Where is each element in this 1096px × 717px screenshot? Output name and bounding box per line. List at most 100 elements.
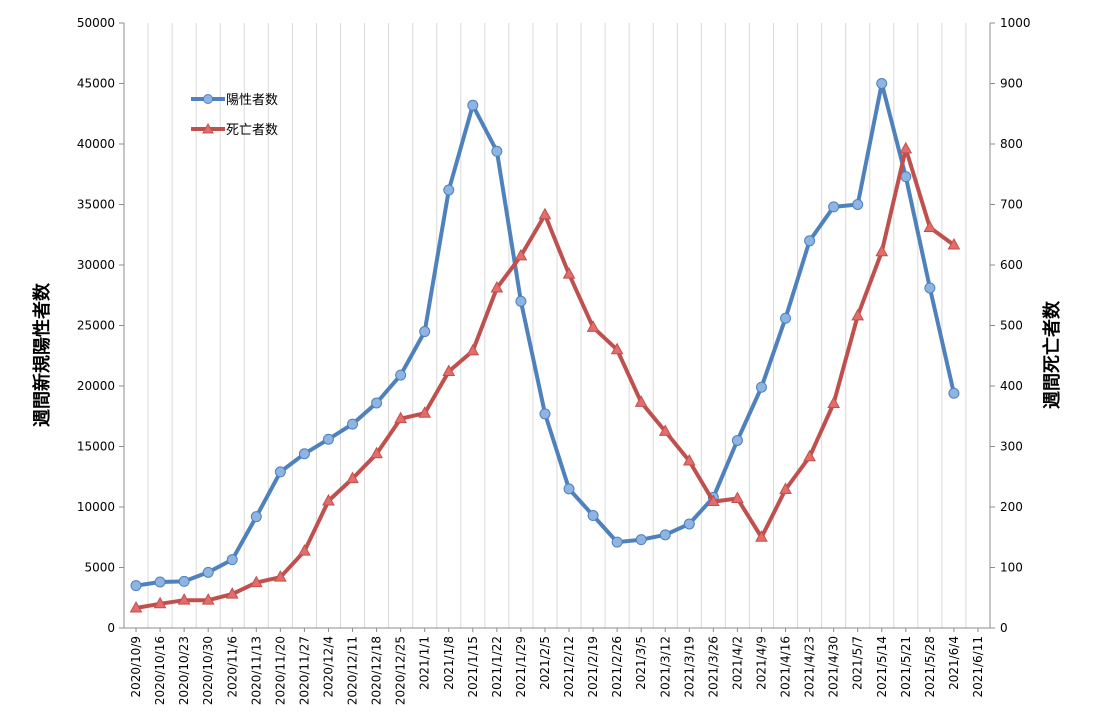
data-point-deaths [682,453,696,466]
data-point-deaths [923,220,937,232]
legend-marker-deaths [202,122,214,134]
data-point-positive [515,295,527,307]
x-tick-label: 2020/12/25 [394,636,408,705]
x-tick-label: 2020/12/18 [370,636,384,705]
left-y-tick-label: 45000 [77,77,115,91]
data-point-positive [371,397,383,409]
data-point-deaths [153,596,167,609]
data-point-positive [852,199,864,210]
data-point-deaths [490,280,504,293]
right-y-tick-label: 400 [1000,379,1023,393]
x-tick-labels: 2020/10/9 2020/10/16 2020/10/23 2020/10/30 2… [129,628,985,705]
x-tick-label: 2020/11/20 [273,636,287,705]
x-tick-label: 2020/12/11 [346,636,360,705]
data-point-positive [395,369,407,381]
data-point-deaths [346,471,359,484]
data-point-positive [635,534,647,546]
data-point-positive [948,387,960,399]
data-point-deaths [803,449,816,462]
x-tick-label: 2021/3/5 [634,636,648,690]
legend: 陽性者数 死亡者数 [191,93,278,138]
x-tick-label: 2020/11/13 [249,636,263,705]
right-y-tick-label: 900 [1000,77,1023,91]
data-point-deaths [298,544,311,556]
data-point-positive [202,566,214,578]
x-tick-label: 2021/2/12 [562,636,576,698]
x-tick-label: 2021/1/22 [490,636,504,698]
data-point-deaths [634,395,648,407]
right-y-tick-label: 300 [1000,440,1023,454]
data-point-positive [274,466,286,478]
x-tick-label: 2021/1/8 [442,636,456,690]
x-tick-label: 2021/3/12 [658,636,672,698]
data-point-positive [419,326,431,338]
series-deaths [129,141,961,613]
data-point-positive [804,235,816,247]
data-point-positive [563,483,575,495]
legend-item-deaths: 死亡者数 [191,122,278,138]
left-y-tick-label: 15000 [77,440,115,454]
data-point-positive [659,529,671,541]
legend-label-deaths: 死亡者数 [226,123,278,138]
data-point-positive [780,312,792,324]
data-point-positive [178,575,190,587]
x-tick-label: 2021/4/9 [754,636,768,690]
data-point-deaths [731,491,744,504]
data-point-positive [322,433,334,445]
data-point-deaths [418,406,432,418]
x-tick-label: 2021/4/23 [803,636,817,698]
x-tick-label: 2021/1/15 [466,636,480,698]
data-point-positive [443,184,455,196]
data-point-deaths [779,482,792,494]
series [129,78,961,613]
data-point-deaths [947,237,961,250]
legend-marker-positive [203,94,213,104]
right-y-tick-label: 700 [1000,198,1023,212]
x-tick-label: 2020/10/9 [129,636,143,698]
data-point-positive [828,201,840,213]
x-tick-label: 2020/10/30 [201,636,215,705]
x-tick-label: 2021/5/7 [851,636,865,690]
x-tick-label: 2021/5/14 [875,636,889,698]
data-point-deaths [129,600,143,613]
data-point-positive [731,434,743,446]
data-point-positive [298,448,310,460]
x-tick-label: 2021/6/4 [947,636,961,690]
data-point-deaths [274,570,287,582]
data-point-deaths [875,244,889,257]
x-tick-label: 2021/3/19 [682,636,696,698]
left-y-tick-label: 20000 [77,379,115,393]
data-point-deaths [610,342,624,355]
right-y-tick-label: 100 [1000,561,1023,575]
data-point-positive [130,580,142,592]
data-point-deaths [899,141,913,154]
left-y-tick-labels: 0 5000 10000 15000 20000 25000 30000 35000 40000… [77,16,124,635]
data-point-deaths [827,396,840,409]
left-y-tick-label: 50000 [77,16,115,30]
x-tick-label: 2021/4/30 [827,636,841,698]
x-tick-label: 2020/10/23 [177,636,191,705]
series-line-positive [134,81,956,588]
data-point-positive [226,554,238,566]
right-y-tick-label: 200 [1000,500,1023,514]
x-tick-label: 2020/10/16 [153,636,167,705]
right-y-tick-labels: 0 100 200 300 400 500 600 700 800 900 1000 [990,16,1031,635]
left-y-axis-title: 週間新規陽性者数 [31,282,53,427]
legend-label-positive: 陽性者数 [226,93,278,108]
data-point-deaths [538,207,552,220]
data-point-positive [539,408,551,420]
data-point-deaths [442,364,456,376]
x-tick-label: 2021/3/26 [706,636,720,698]
x-tick-label: 2021/1/29 [514,636,528,698]
data-point-deaths [249,575,263,588]
x-tick-label: 2021/2/19 [586,636,600,698]
data-point-deaths [201,593,215,605]
left-y-tick-label: 40000 [77,137,115,151]
data-point-deaths [755,530,768,542]
data-point-positive [491,145,503,157]
data-point-deaths [707,494,720,507]
left-y-tick-label: 10000 [77,500,115,514]
data-point-positive [755,381,767,393]
